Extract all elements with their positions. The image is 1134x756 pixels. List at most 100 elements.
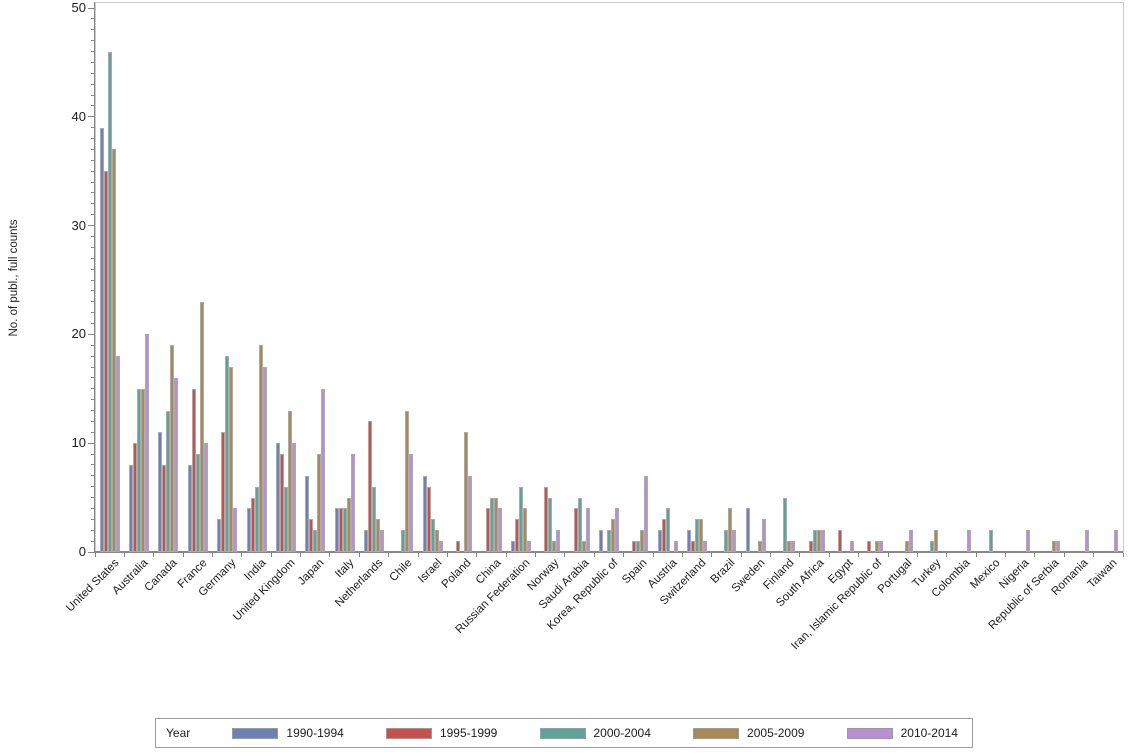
bar [745,508,750,552]
bar [191,388,196,552]
bar [908,530,913,552]
bar [849,541,854,552]
x-boundary-tick [446,553,448,557]
bar [426,486,431,552]
x-axis-line [94,551,1123,553]
legend-swatch [846,727,893,739]
bar [368,421,373,552]
x-boundary-tick [623,553,625,557]
x-boundary-tick [711,553,713,557]
y-minor-tick [91,497,94,499]
y-minor-tick [91,377,94,379]
bar [166,410,171,552]
bar [703,541,708,552]
y-tick-label: 20 [71,326,86,342]
x-boundary-tick [1122,553,1124,557]
bar [376,519,381,552]
y-minor-tick [91,323,94,325]
bar [548,497,553,552]
bar [309,519,314,552]
bar [246,508,251,552]
bar [199,301,204,552]
bar [103,171,108,552]
y-minor-tick [91,127,94,129]
bar [695,519,700,552]
bar [115,356,120,552]
y-minor-tick [91,507,94,509]
bar [640,530,645,552]
x-boundary-tick [476,553,478,557]
y-minor-tick [91,312,94,314]
y-tick-label: 30 [71,217,86,233]
y-minor-tick [91,431,94,433]
bar [346,497,351,552]
x-boundary-tick [270,553,272,557]
bar [787,541,792,552]
y-minor-tick [91,214,94,216]
bar [808,541,813,552]
x-boundary-tick [593,553,595,557]
bar [1051,541,1056,552]
y-minor-tick [91,355,94,357]
x-boundary-tick [916,553,918,557]
y-minor-tick [91,94,94,96]
x-boundary-tick [740,553,742,557]
bar [107,51,112,552]
x-boundary-tick [505,553,507,557]
bar [409,454,414,552]
y-minor-tick [91,475,94,477]
bar [254,486,259,552]
legend-label: 2000-2004 [593,726,651,740]
y-tick-label: 50 [71,0,86,15]
y-minor-tick [91,268,94,270]
y-minor-tick [91,18,94,20]
y-minor-tick [91,235,94,237]
x-boundary-tick [1005,553,1006,557]
bar [791,541,796,552]
y-minor-tick [91,453,94,455]
bar [544,486,549,552]
x-boundary-tick [858,553,860,557]
bar [816,530,821,552]
bar [279,454,284,552]
bar [158,432,163,552]
y-minor-tick [91,388,94,390]
bar [599,530,603,552]
y-minor-tick [91,159,94,161]
bar [275,443,280,552]
bar [837,530,842,552]
bar [585,508,590,552]
bar [577,497,582,552]
y-minor-tick [91,181,94,183]
bar [187,464,192,552]
bar [904,541,909,552]
x-boundary-tick [652,553,654,557]
x-boundary-tick [182,553,184,557]
bar [728,508,733,552]
x-boundary-tick [946,553,948,557]
legend: Year 1990-1994 1995-1999 2000-2004 2005-200… [155,718,973,748]
bar [493,497,498,552]
y-tick-label: 10 [71,435,86,451]
y-minor-tick [91,344,94,346]
legend-item: 1990-1994 [232,726,344,740]
bar [141,388,146,552]
bar [401,530,406,552]
legend-swatch [385,727,432,739]
y-minor-tick [91,138,94,140]
bar [162,464,167,552]
bar [203,443,208,552]
legend-item: 1995-1999 [385,726,497,740]
y-minor-tick [91,192,94,194]
y-major-tick [88,7,94,9]
bar [145,334,150,552]
bar [879,541,884,552]
bar [514,519,519,552]
bar [657,530,662,552]
y-minor-tick [91,486,94,488]
x-boundary-tick [300,553,302,557]
x-boundary-tick [887,553,889,557]
legend-item: 2010-2014 [846,726,958,740]
x-boundary-tick [799,553,801,557]
x-boundary-tick [153,553,155,557]
